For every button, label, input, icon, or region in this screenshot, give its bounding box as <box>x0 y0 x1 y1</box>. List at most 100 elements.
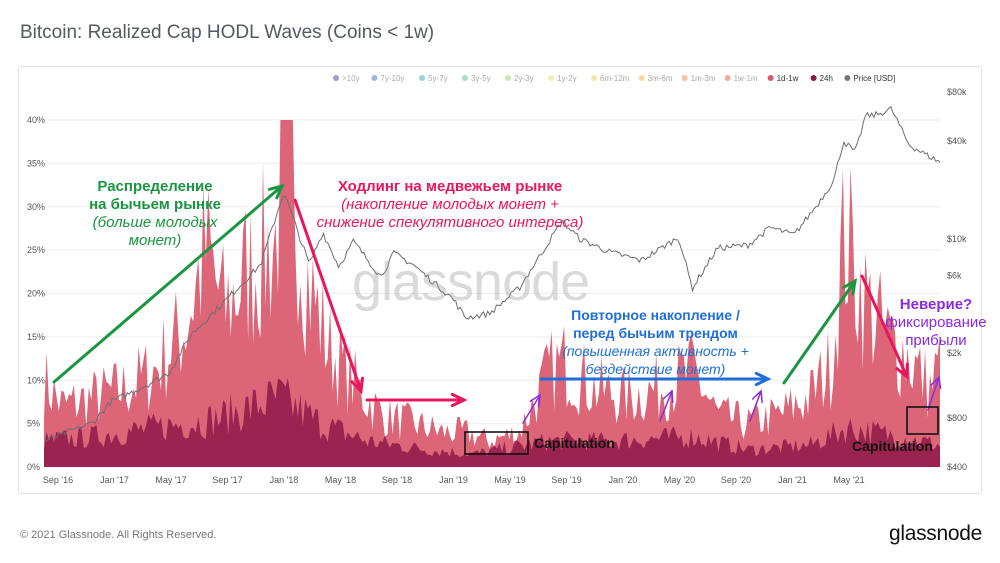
y-left-tick-label: 15% <box>27 332 45 342</box>
arrow-purple-1 <box>522 394 541 424</box>
legend-swatch <box>505 75 511 81</box>
y-left-tick-label: 35% <box>27 158 45 168</box>
x-tick-label: Sep '19 <box>551 475 581 485</box>
legend-swatch <box>638 75 645 81</box>
x-tick-label: Jan '17 <box>100 475 129 485</box>
y-right-tick-label: $400 <box>947 462 967 472</box>
y-right-tick-label: $6k <box>947 270 962 280</box>
page-title: Bitcoin: Realized Cap HODL Waves (Coins … <box>20 22 435 43</box>
annotation-bear-hodl-line3: снижение спекулятивного интереса) <box>316 214 584 231</box>
legend-item: 1w-1m <box>724 74 758 83</box>
annotation-reaccum: Повторное накопление / перед бычьим трен… <box>538 306 773 378</box>
legend-swatch <box>844 75 851 81</box>
arrow-purple-3 <box>749 390 762 422</box>
y-left-tick-label: 10% <box>27 375 45 385</box>
y-left-tick-label: 25% <box>27 245 45 255</box>
arrow-purple-4-head <box>930 375 942 390</box>
arrow-bear-flat-head <box>450 392 468 408</box>
x-tick-label: May '21 <box>833 475 864 485</box>
arrow-purple-4 <box>927 376 940 411</box>
legend-swatch <box>767 75 774 81</box>
legend-swatch <box>419 75 425 81</box>
copyright-text: © 2021 Glassnode. All Rights Reserved. <box>20 529 217 541</box>
annotation-bear-hodl: Ходлинг на медвежьем рынке (накопление м… <box>300 178 600 232</box>
x-tick-label: May '19 <box>494 475 525 485</box>
arrow-purple-2 <box>659 390 673 422</box>
x-tick-label: Sep '20 <box>721 475 751 485</box>
annotation-distribution-line3: (больше молодых <box>92 214 218 231</box>
y-right-tick-label: $10k <box>947 234 967 244</box>
legend-label: 3m-6m <box>648 74 673 83</box>
legend-label: 1y-2y <box>557 74 577 83</box>
legend-label: Price [USD] <box>853 74 895 83</box>
x-tick-label: Sep '17 <box>212 475 242 485</box>
annotation-bear-hodl-line1: Ходлинг на медвежьем рынке <box>337 178 563 195</box>
watermark-logo: glassnode <box>352 252 590 312</box>
annotation-reaccum-line2: перед бычьим трендом <box>573 325 738 341</box>
annotation-distribution-line1: Распределение <box>97 178 213 195</box>
x-tick-label: May '18 <box>325 475 356 485</box>
capitulation-label-1: Capitulation <box>534 435 615 451</box>
annotation-distribution-line4: монет) <box>128 232 182 249</box>
legend-swatch <box>681 75 688 81</box>
arrow-distribution-head <box>267 183 285 200</box>
y-left-tick-label: 0% <box>27 462 40 472</box>
annotation-disbelief-line1: Неверие? <box>899 296 973 313</box>
annotation-bear-hodl-line2: (накопление молодых монет + <box>341 196 559 213</box>
legend-label: 6m-12m <box>600 74 630 83</box>
x-tick-label: Jan '21 <box>778 475 807 485</box>
area-24h <box>44 378 940 467</box>
arrow-bear-down-head <box>350 376 365 395</box>
capitulation-box-2 <box>906 406 939 435</box>
annotation-reaccum-line3: (повышенная активность + <box>562 343 749 359</box>
legend-label: 2y-3y <box>514 74 534 83</box>
x-tick-label: Sep '16 <box>43 475 73 485</box>
legend-label: 1d-1w <box>777 74 799 83</box>
legend-swatch <box>333 75 339 81</box>
y-right-tick-label: $40k <box>947 136 967 146</box>
legend-label: 7y-10y <box>380 74 404 83</box>
y-left-tick-label: 20% <box>27 289 45 299</box>
legend-item: 6m-12m <box>591 74 630 83</box>
annotation-disbelief-line2: фиксирование <box>885 314 987 331</box>
y-right-tick-label: $2k <box>947 348 962 358</box>
legend-label: 3y-5y <box>471 74 491 83</box>
arrow-reaccum-head <box>754 371 772 387</box>
area-1d-1w <box>44 120 940 467</box>
x-tick-label: Jan '20 <box>609 475 638 485</box>
legend-item: 5y-7y <box>419 74 448 83</box>
arrow-bull <box>782 279 857 385</box>
legend-item: 3y-5y <box>462 74 491 83</box>
capitulation-box-1 <box>464 431 529 455</box>
legend-item: 1m-3m <box>681 74 716 83</box>
legend-swatch <box>810 75 817 81</box>
chart-legend: >10y 7y-10y 5y-7y 3y-5y 2y-3y 1y-2y 6m-12m 3m-6… <box>333 74 895 83</box>
legend-item: 7y-10y <box>371 74 404 83</box>
brand-logo: glassnode <box>888 522 982 545</box>
y-left-tick-label: 5% <box>27 419 40 429</box>
arrow-distribution <box>52 184 284 384</box>
annotation-distribution-line2: на бычьем рынке <box>89 196 221 213</box>
x-tick-label: Jan '18 <box>270 475 299 485</box>
legend-item: >10y <box>333 74 360 83</box>
legend-label: 24h <box>820 74 833 83</box>
annotation-reaccum-line4: бездействие монет) <box>585 361 726 377</box>
chart-areas <box>44 120 940 467</box>
chart-annotation-marks <box>52 183 942 455</box>
legend-item: 3m-6m <box>638 74 673 83</box>
legend-item: 2y-3y <box>505 74 534 83</box>
legend-item: 24h <box>810 74 833 83</box>
legend-swatch <box>591 75 597 81</box>
price-line <box>43 105 941 442</box>
arrow-purple-3-head <box>751 389 763 404</box>
x-tick-label: May '17 <box>155 475 186 485</box>
legend-label: 1m-3m <box>691 74 716 83</box>
chart-axes: 0% 5% 10% 15% 20% 25% 30% 35% 40% $400 $800 $2k $6k $… <box>27 87 967 485</box>
legend-item: 1d-1w <box>767 74 799 83</box>
annotation-reaccum-line1: Повторное накопление / <box>571 307 740 323</box>
legend-item: 1y-2y <box>548 74 577 83</box>
arrow-bear-down <box>293 198 363 393</box>
annotation-disbelief: Неверие? фиксирование прибыли <box>880 296 992 350</box>
legend-swatch <box>724 75 731 81</box>
chart-price-line <box>43 105 941 442</box>
